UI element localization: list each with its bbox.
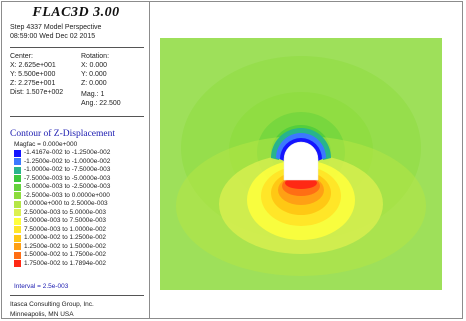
legend-label: -2.5000e-003 to 0.0000e+000 <box>24 191 110 199</box>
legend-label: 1.7500e-002 to 1.7894e-002 <box>24 259 107 267</box>
rotation-z: Z: 0.000 <box>81 80 107 87</box>
legend-label: 1.2500e-002 to 1.5000e-002 <box>24 242 107 250</box>
legend-row: -1.0000e-002 to -7.5000e-003 <box>14 166 110 175</box>
center-y: Y: 5.500e+000 <box>10 71 56 78</box>
legend-swatch <box>14 200 21 208</box>
company-name: Itasca Consulting Group, Inc. <box>10 301 94 308</box>
divider <box>10 295 144 296</box>
divider <box>10 47 144 48</box>
legend-row: 1.5000e-002 to 1.7500e-002 <box>14 251 110 260</box>
legend-swatch <box>14 149 21 157</box>
rotation-y: Y: 0.000 <box>81 71 107 78</box>
legend-label: 1.5000e-002 to 1.7500e-002 <box>24 251 107 259</box>
contour-title: Contour of Z-Displacement <box>10 129 116 139</box>
legend-row: 2.5000e-003 to 5.0000e-003 <box>14 209 110 218</box>
legend-swatch <box>14 183 21 191</box>
rotation-x: X: 0.000 <box>81 62 108 69</box>
legend-label: 1.0000e-002 to 1.2500e-002 <box>24 234 107 242</box>
legend-swatch <box>14 226 21 234</box>
legend-swatch <box>14 234 21 242</box>
legend-row: 7.5000e-003 to 1.0000e-002 <box>14 226 110 235</box>
company-location: Minneapolis, MN USA <box>10 311 74 318</box>
legend-label: 2.5000e-003 to 5.0000e-003 <box>24 208 107 216</box>
legend-row: 1.0000e-002 to 1.2500e-002 <box>14 234 110 243</box>
magnification: Mag.: 1 <box>81 91 105 98</box>
legend-row: -5.0000e-003 to -2.5000e-003 <box>14 183 110 192</box>
app-title: FLAC3D 3.00 <box>32 5 120 20</box>
legend-row: 1.2500e-002 to 1.5000e-002 <box>14 243 110 252</box>
legend-swatch <box>14 217 21 225</box>
crown-contours <box>271 128 331 161</box>
legend-row: 5.0000e-003 to 7.5000e-003 <box>14 217 110 226</box>
legend-label: 0.0000e+000 to 2.5000e-003 <box>24 200 108 208</box>
legend-row: -7.5000e-003 to -5.0000e-003 <box>14 175 110 184</box>
legend-label: 7.5000e-003 to 1.0000e-002 <box>24 225 107 233</box>
legend-swatch <box>14 158 21 166</box>
legend-row: 1.7500e-002 to 1.7894e-002 <box>14 260 110 269</box>
info-panel: FLAC3D 3.00 Step 4337 Model Perspective … <box>2 2 150 318</box>
legend-label: 5.0000e-003 to 7.5000e-003 <box>24 217 107 225</box>
rotation-label: Rotation: <box>81 53 110 60</box>
legend-label: -5.0000e-003 to -2.5000e-003 <box>24 183 111 191</box>
center-label: Center: <box>10 53 33 60</box>
distance: Dist: 1.507e+002 <box>10 89 64 96</box>
legend-row: -1.4167e-002 to -1.2500e-002 <box>14 149 110 158</box>
time-line: 08:59:00 Wed Dec 02 2015 <box>10 33 96 40</box>
legend-label: -1.4167e-002 to -1.2500e-002 <box>24 149 111 157</box>
legend-label: -1.2500e-002 to -1.0000e-002 <box>24 157 111 165</box>
magfac: Magfac = 0.000e+000 <box>14 141 78 148</box>
legend-label: -1.0000e-002 to -7.5000e-003 <box>24 166 111 174</box>
legend-swatch <box>14 260 21 268</box>
center-x: X: 2.625e+001 <box>10 62 56 69</box>
lower-contours <box>176 136 426 276</box>
contour-legend: -1.4167e-002 to -1.2500e-002 -1.2500e-002… <box>14 149 110 268</box>
center-z: Z: 2.275e+001 <box>10 80 56 87</box>
legend-swatch <box>14 243 21 251</box>
legend-swatch <box>14 175 21 183</box>
legend-swatch <box>14 251 21 259</box>
legend-swatch <box>14 166 21 174</box>
divider <box>10 116 144 117</box>
legend-swatch <box>14 209 21 217</box>
legend-label: -7.5000e-003 to -5.0000e-003 <box>24 174 111 182</box>
model-viewport[interactable] <box>160 38 442 290</box>
interval: Interval = 2.5e-003 <box>14 283 69 290</box>
tunnel-opening <box>283 141 319 181</box>
step-line: Step 4337 Model Perspective <box>10 24 102 31</box>
legend-row: -2.5000e-003 to 0.0000e+000 <box>14 192 110 201</box>
legend-swatch <box>14 192 21 200</box>
legend-row: -1.2500e-002 to -1.0000e-002 <box>14 158 110 167</box>
angle: Ang.: 22.500 <box>81 100 121 107</box>
legend-row: 0.0000e+000 to 2.5000e-003 <box>14 200 110 209</box>
